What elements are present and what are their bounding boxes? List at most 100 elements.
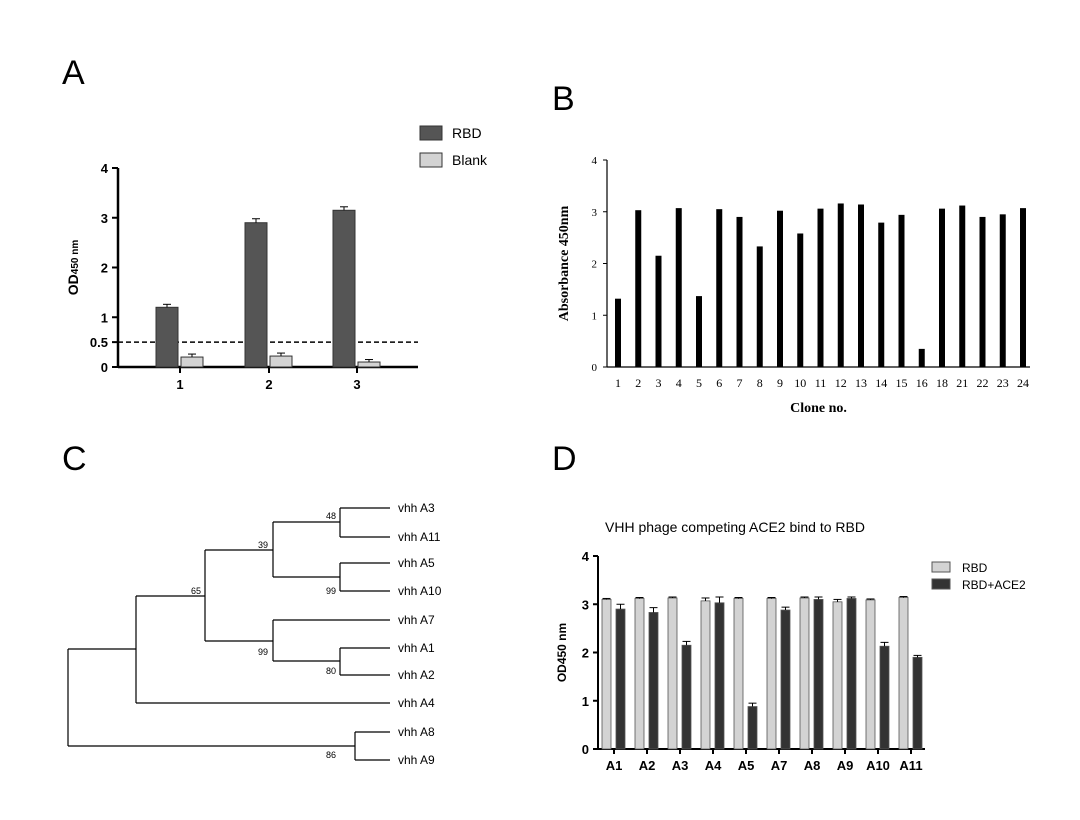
bar-rbd-ace2 [813,599,824,750]
x-axis-label: Clone no. [790,401,847,416]
x-tick-label: 1 [615,376,621,390]
bar-blank [180,356,204,368]
x-tick-label: A5 [738,758,755,773]
bootstrap-value: 80 [326,666,336,676]
bar [939,208,945,367]
x-tick-label: 1 [176,377,183,392]
y-tick-label: 2 [582,646,589,661]
bar [837,203,844,367]
y-axis-label: Absorbance 450nm [557,205,572,321]
bar-rbd-ace2 [780,609,791,750]
x-tick-label: 8 [757,376,763,390]
leaf-label: vhh A3 [398,501,435,515]
x-tick-label: 23 [997,376,1009,390]
bar-rbd [766,598,777,750]
bootstrap-value: 99 [258,647,268,657]
x-tick-label: 18 [936,376,948,390]
bar [1020,208,1026,367]
bar-blank [357,361,381,368]
leaf-label: vhh A2 [398,668,435,682]
y-axis-label: OD450 nm [555,623,569,682]
x-tick-label: 6 [716,376,722,390]
legend-swatch [931,578,951,590]
bar-rbd [799,597,810,750]
x-tick-label: 15 [896,376,908,390]
legend-swatch-blank [419,152,443,168]
x-tick-label: A8 [804,758,821,773]
y-tick-label: 2 [592,259,598,271]
bar-rbd [733,598,744,750]
panel-label-c: C [62,440,87,478]
y-tick-label: 3 [582,597,589,612]
panel-c-tree: vhh A3 vhh A11 vhh A5 vhh A10 vhh A7 vhh A1 vh… [67,501,442,767]
bar [918,348,925,367]
bar [655,255,662,367]
bar [898,214,905,367]
legend-label: RBD+ACE2 [962,578,1026,592]
y-tick-label: 1 [592,310,598,322]
bar-rbd [332,209,356,368]
bar-rbd-ace2 [747,706,758,750]
x-tick-label: 4 [676,376,682,390]
bar [756,246,763,367]
y-tick-label: 4 [592,155,598,167]
legend-swatch [931,561,951,573]
y-tick-label: 1 [101,310,108,325]
leaf-label: vhh A11 [398,530,441,544]
bar-rbd [832,601,843,750]
y-tick-label: 0 [582,742,589,757]
bar-rbd [898,597,909,750]
bar [736,216,743,367]
chart-title: VHH phage competing ACE2 bind to RBD [605,519,865,535]
bar-rbd [634,598,645,750]
y-tick-label: 3 [101,211,108,226]
panel-d-chart: VHH phage competing ACE2 bind to RBD 0 1 2 3… [555,519,1026,773]
bar-rbd-ace2 [615,608,626,750]
x-tick-label: 14 [875,376,887,390]
bar-rbd [244,222,268,368]
legend-swatch-rbd [419,125,443,141]
y-axis-label-sub: 450 nm [70,240,81,275]
bar [959,205,966,367]
bootstrap-value: 99 [326,586,336,596]
x-tick-label: 12 [835,376,847,390]
x-tick-label: 2 [265,377,272,392]
x-tick-label: A4 [705,758,722,773]
y-tick-label: 2 [101,261,108,276]
x-tick-label: A9 [837,758,854,773]
y-tick-label: 4 [101,161,109,176]
bar-rbd [865,599,876,750]
leaf-label: vhh A4 [398,696,435,710]
leaf-label: vhh A10 [398,584,442,598]
bootstrap-value: 39 [258,540,268,550]
y-axis-label: OD450 nm [65,240,81,296]
bar-rbd [700,600,711,750]
y-tick-label: 3 [592,207,598,219]
legend-label: RBD [452,125,482,141]
leaf-label: vhh A7 [398,613,435,627]
x-tick-label: A11 [899,758,922,773]
bar-rbd-ace2 [648,612,659,750]
bar-rbd-ace2 [714,602,725,750]
bar-rbd-ace2 [681,644,692,750]
x-tick-label: 3 [353,377,360,392]
x-tick-label: 10 [794,376,806,390]
bar-blank [269,355,293,368]
x-tick-label: A1 [606,758,623,773]
x-tick-label: 11 [815,376,827,390]
bar-rbd [667,597,678,750]
x-tick-label: 24 [1017,376,1029,390]
x-tick-label: 3 [656,376,662,390]
bar [999,214,1006,367]
x-tick-label: A2 [639,758,656,773]
bootstrap-value: 65 [191,586,201,596]
y-tick-label: 0.5 [90,335,108,350]
y-tick-label: 1 [582,694,589,709]
bar [696,296,702,367]
y-tick-label: 0 [592,362,598,374]
bar [878,222,885,367]
x-tick-label: 16 [916,376,928,390]
leaf-label: vhh A5 [398,556,435,570]
